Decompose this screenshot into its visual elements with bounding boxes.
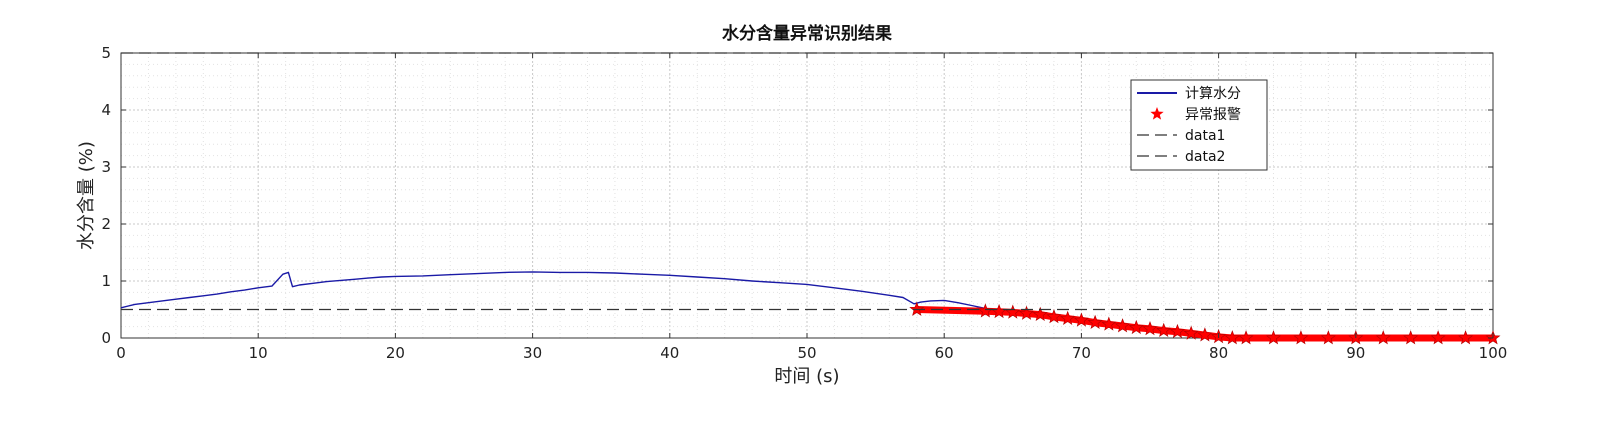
x-tick-label: 0 [116,344,126,362]
alarm-star-marker [1019,305,1034,320]
alarm-star-marker [1128,319,1144,335]
alarm-star-marker [1087,314,1103,329]
alarm-star-marker [1458,330,1474,345]
legend-label: 计算水分 [1185,86,1241,102]
grid [120,52,1494,339]
alarm-star-marker [1293,330,1309,345]
legend-item: 异常报警 [1150,107,1241,123]
x-tick-label: 100 [1479,344,1508,362]
alarm-star-marker [1430,330,1446,345]
x-tick-label: 50 [797,344,816,362]
alarm-star-marker [1266,330,1281,345]
y-tick-label: 4 [101,101,111,119]
y-tick-label: 5 [101,44,111,62]
y-axis-label: 水分含量 (%) [76,141,97,250]
legend-swatch-star [1150,107,1164,120]
x-tick-label: 10 [249,344,268,362]
alarm-star-marker [1101,316,1117,331]
x-tick-label: 70 [1072,344,1091,362]
alarm-star-marker [1375,330,1391,345]
alarm-star-marker [1169,323,1185,339]
series-line-measured-moisture [120,271,986,310]
legend-label: data2 [1185,149,1225,165]
alarm-star-marker [1197,327,1213,342]
x-tick-label: 80 [1209,344,1228,362]
x-tick-label: 40 [660,344,679,362]
x-axis-label: 时间 (s) [774,366,839,387]
x-tick-label: 20 [386,344,405,362]
alarm-star-marker [1320,330,1336,345]
alarm-star-marker [1005,304,1021,319]
x-tick-label: 90 [1346,344,1365,362]
legend-item: data2 [1137,149,1225,165]
chart-title: 水分含量异常识别结果 [722,23,892,44]
legend-label: data1 [1185,128,1225,144]
alarm-star-marker [1156,322,1172,337]
y-tick-label: 0 [101,329,111,347]
alarm-star-marker [1238,330,1254,345]
x-tick-label: 30 [523,344,542,362]
legend-item: data1 [1137,128,1225,144]
alarm-star-marker [1073,312,1089,327]
x-tick-label: 60 [935,344,954,362]
y-tick-label: 1 [101,272,111,290]
alarm-star-marker [1060,310,1076,325]
alarm-star-marker [1403,330,1419,345]
alarm-star-marker [1224,330,1240,345]
alarm-star-marker [1046,309,1062,324]
tick-labels: 0 10 20 30 40 50 60 70 80 90 100 0 1 2 3 4 5 [101,44,1507,362]
alarm-star-marker [1183,325,1199,340]
legend-item: 计算水分 [1137,86,1241,102]
y-tick-label: 2 [101,215,111,233]
alarm-star-marker [1032,306,1048,321]
legend-label: 异常报警 [1185,107,1241,123]
alarm-star-marker [1115,318,1131,333]
legend-box [1130,79,1268,171]
y-tick-label: 3 [101,158,111,176]
alarm-star-marker [1142,321,1158,336]
alarm-star-marker [909,301,925,316]
series-0 [120,271,986,310]
